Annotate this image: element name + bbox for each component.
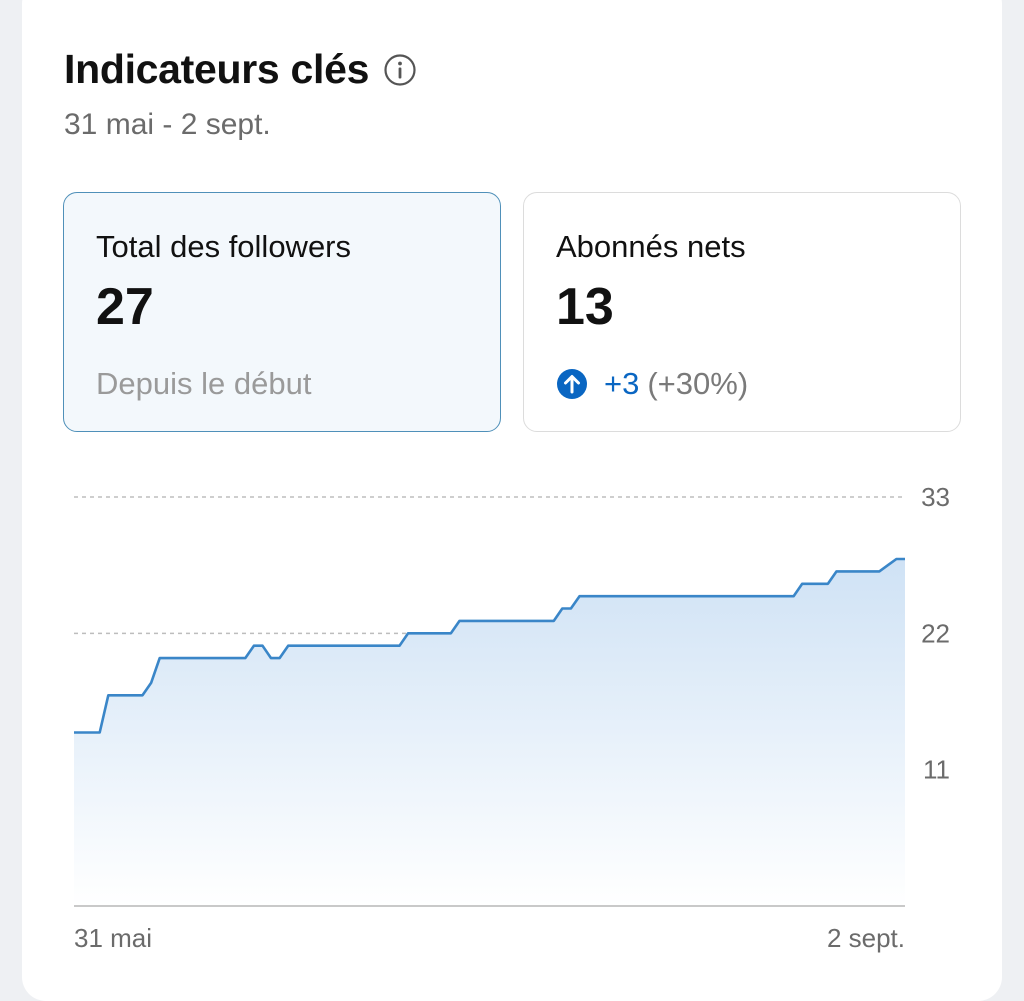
metric-label: Total des followers bbox=[96, 229, 352, 264]
card-title: Indicateurs clés bbox=[64, 46, 370, 92]
metric-label: Abonnés nets bbox=[556, 229, 746, 264]
arrow-up-icon bbox=[556, 368, 588, 400]
change-value: +3 bbox=[604, 366, 640, 401]
x-tick-label: 2 sept. bbox=[827, 923, 905, 953]
x-tick-label: 31 mai bbox=[74, 923, 152, 953]
metric-value: 13 bbox=[556, 278, 614, 336]
metric-subtext: Depuis le début bbox=[96, 366, 312, 401]
metric-change: +3 (+30%) bbox=[556, 366, 748, 402]
y-tick-label: 22 bbox=[921, 618, 950, 648]
y-tick-label: 11 bbox=[923, 755, 950, 785]
date-range: 31 mai - 2 sept. bbox=[64, 108, 271, 141]
y-tick-label: 33 bbox=[921, 482, 950, 512]
metric-value: 27 bbox=[96, 278, 154, 336]
metric-total-followers[interactable]: Total des followers 27 Depuis le début bbox=[63, 192, 501, 432]
info-icon[interactable] bbox=[383, 53, 417, 87]
metric-net-followers[interactable]: Abonnés nets 13 +3 (+30%) bbox=[523, 192, 961, 432]
card-header: Indicateurs clés bbox=[64, 46, 417, 93]
series-line bbox=[74, 557, 905, 734]
series-area bbox=[74, 559, 905, 906]
change-percent: (+30%) bbox=[647, 366, 749, 401]
